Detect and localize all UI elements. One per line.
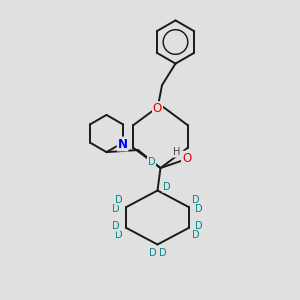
- Text: D: D: [195, 204, 203, 214]
- Text: D: D: [148, 248, 156, 259]
- Text: D: D: [148, 157, 155, 167]
- Text: D: D: [163, 182, 170, 192]
- Text: D: D: [159, 248, 167, 259]
- Text: D: D: [115, 230, 123, 240]
- Text: H: H: [173, 147, 180, 157]
- Text: D: D: [115, 195, 123, 205]
- Text: N: N: [118, 137, 128, 151]
- Text: D: D: [112, 204, 120, 214]
- Text: O: O: [153, 102, 162, 115]
- Text: D: D: [192, 195, 200, 205]
- Text: D: D: [112, 221, 120, 231]
- Text: O: O: [182, 152, 191, 165]
- Text: D: D: [195, 221, 203, 231]
- Text: D: D: [192, 230, 200, 240]
